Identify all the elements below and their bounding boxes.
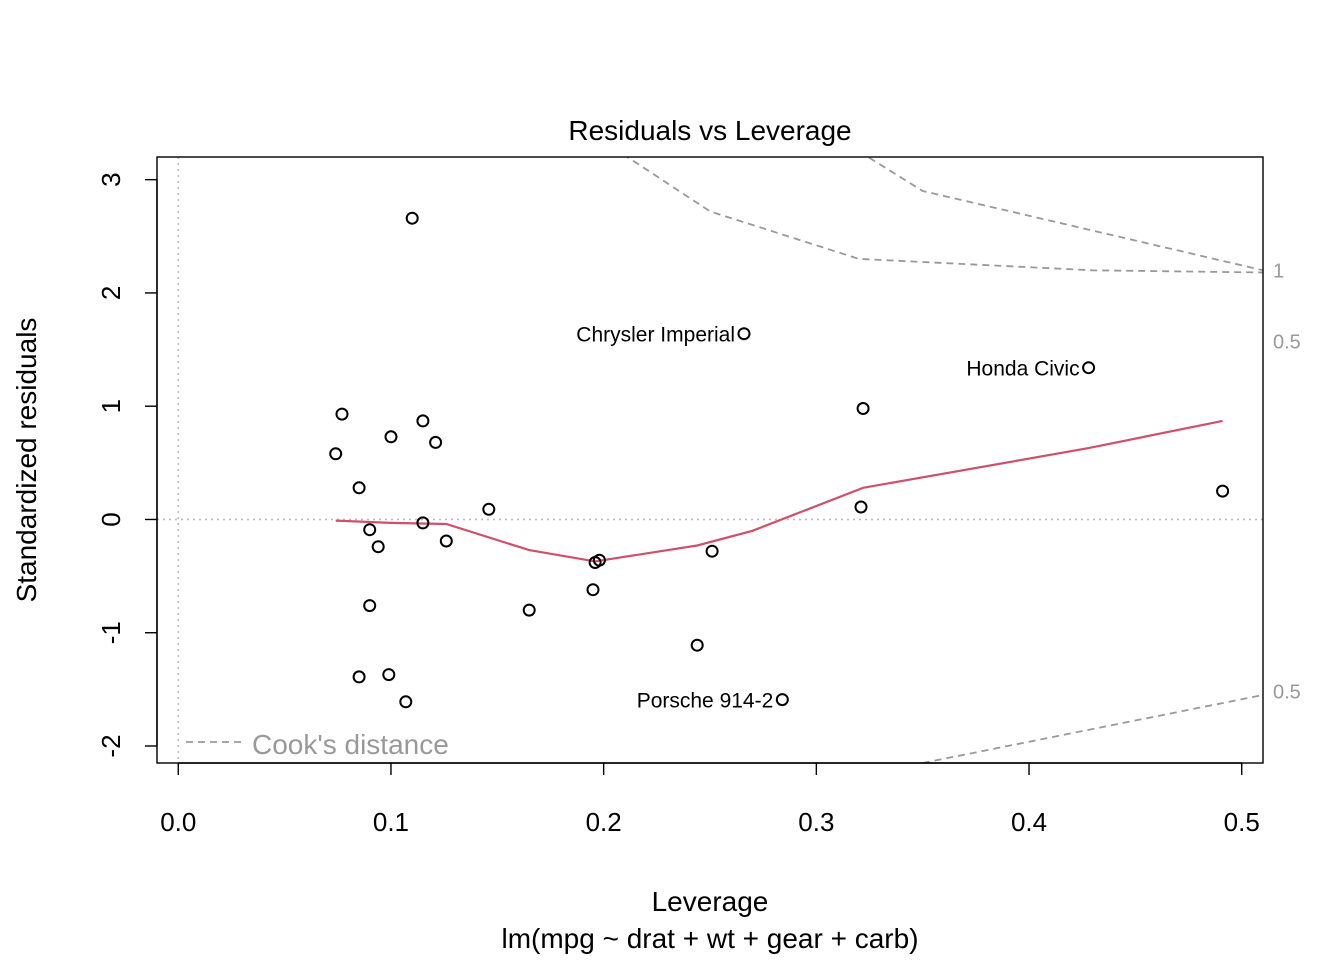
- plot-clip-group: [157, 157, 1263, 763]
- data-point-5: [416, 414, 430, 428]
- data-point-27: [399, 695, 413, 709]
- cooks-contour-label-3: 0.5: [1273, 682, 1301, 704]
- cooks-distance-contour-2: [866, 157, 1263, 272]
- data-point-23: [522, 603, 536, 617]
- data-point-24: [690, 638, 704, 652]
- point-label-honda-civic: Honda Civic: [966, 358, 1079, 381]
- y-tick-label-4: 2: [96, 286, 126, 300]
- data-point-26: [382, 668, 396, 682]
- data-point-20: [705, 544, 719, 558]
- data-point-16: [371, 540, 385, 554]
- y-tick-label-0: -2: [96, 734, 126, 757]
- y-axis-label: Standardized residuals: [11, 318, 42, 603]
- data-point-25: [352, 670, 366, 684]
- data-point-28: [775, 693, 789, 707]
- data-point-19: [588, 556, 602, 569]
- data-point-8: [329, 447, 343, 461]
- data-point-21: [586, 583, 600, 597]
- y-tick-label-5: 3: [96, 172, 126, 186]
- data-point-10: [482, 502, 496, 516]
- model-formula-label: lm(mpg ~ drat + wt + gear + carb): [501, 923, 918, 954]
- data-point-12: [854, 500, 868, 514]
- cooks-distance-contour-3: [922, 694, 1263, 763]
- plot-frame: [156, 156, 1264, 764]
- data-point-22: [363, 599, 377, 613]
- data-point-1: [405, 211, 419, 225]
- cooks-contour-label-1: 1: [1273, 260, 1284, 282]
- smoothed-trend-line: [335, 419, 1223, 563]
- data-point-14: [416, 516, 430, 530]
- data-point-6: [384, 430, 398, 444]
- point-label-porsche-914-2: Porsche 914-2: [637, 690, 774, 713]
- x-tick-label-1: 0.1: [373, 807, 409, 837]
- data-point-13: [1216, 484, 1230, 498]
- x-tick-label-0: 0.0: [160, 807, 196, 837]
- y-tick-label-3: 1: [96, 399, 126, 413]
- legend-cook-label: Cook's distance: [252, 729, 449, 760]
- data-point-2: [737, 327, 751, 341]
- data-point-9: [352, 481, 366, 495]
- x-tick-label-3: 0.3: [798, 807, 834, 837]
- chart-title: Residuals vs Leverage: [568, 115, 851, 146]
- data-point-11: [856, 402, 870, 415]
- cooks-distance-contour-1: [625, 157, 1263, 274]
- data-point-7: [429, 435, 443, 449]
- cooks-contour-label-2: 0.5: [1273, 332, 1301, 354]
- data-point-4: [335, 407, 349, 421]
- cooks-distance-legend: Cook's distance: [186, 729, 449, 760]
- data-point-15: [363, 523, 377, 537]
- data-point-3: [1082, 361, 1096, 375]
- x-axis-label: Leverage: [652, 886, 769, 917]
- point-label-chrysler-imperial: Chrysler Imperial: [576, 324, 735, 347]
- y-tick-label-1: -1: [96, 621, 126, 644]
- plot-area: Chrysler Imperial Honda Civic Porsche 914-…: [96, 156, 1301, 837]
- x-tick-label-4: 0.4: [1011, 807, 1047, 837]
- x-tick-label-5: 0.5: [1224, 807, 1260, 837]
- x-tick-label-2: 0.2: [586, 807, 622, 837]
- y-tick-label-2: 0: [96, 512, 126, 526]
- data-point-17: [439, 534, 453, 548]
